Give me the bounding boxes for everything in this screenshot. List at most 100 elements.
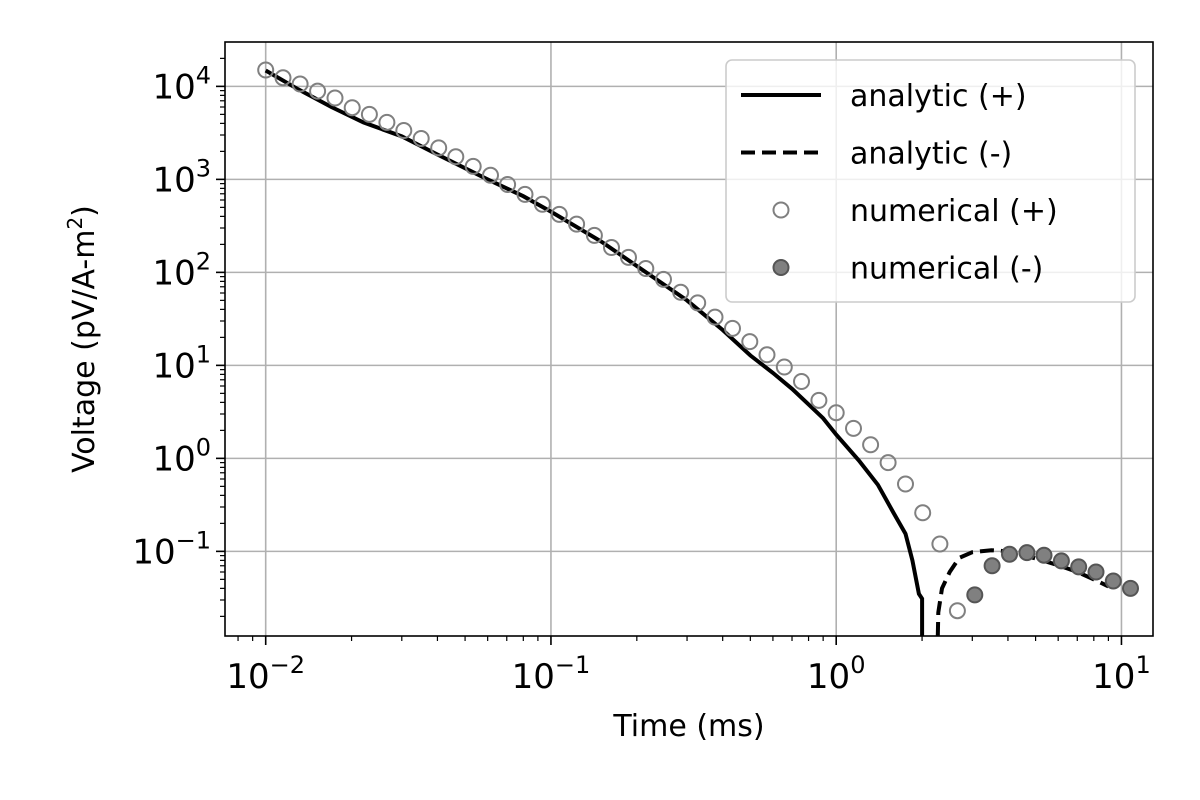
numerical-point	[1122, 579, 1139, 597]
numerical-point	[1087, 563, 1105, 581]
legend-analytic-label: analytic (-)	[850, 137, 1012, 172]
x-tick-label: 10−1	[512, 651, 591, 697]
numerical-point	[775, 358, 793, 376]
numerical-point	[464, 157, 482, 175]
numerical-point	[724, 319, 741, 337]
x-tick-exp: 1	[1135, 651, 1150, 679]
plot-frame	[224, 41, 1154, 637]
numerical-point	[914, 504, 932, 522]
legend-box	[725, 59, 1136, 303]
numerical-point	[983, 557, 1001, 575]
numerical-point	[309, 82, 327, 100]
numerical-point	[568, 215, 586, 233]
y-tick-base: 10	[132, 532, 175, 572]
y-tick-base: 10	[152, 253, 195, 293]
numerical-point	[758, 346, 776, 364]
data-series	[257, 61, 1139, 636]
numerical-point	[793, 373, 810, 390]
numerical-point	[931, 535, 949, 553]
x-tick-label: 10−2	[226, 651, 305, 697]
x-tick-base: 10	[226, 657, 269, 697]
y-tick-base: 10	[152, 439, 195, 479]
legend-numerical-label: numerical (+)	[850, 194, 1058, 229]
y-tick-label: 10−1	[132, 526, 211, 572]
numerical-point	[655, 270, 672, 288]
legend-numerical-swatch	[772, 201, 790, 219]
legend-numerical-label: numerical (-)	[850, 252, 1043, 287]
y-tick-label: 100	[152, 433, 211, 479]
numerical-point	[326, 89, 344, 107]
y-tick-base: 10	[152, 160, 195, 200]
numerical-point	[533, 195, 551, 213]
numerical-point	[447, 148, 465, 166]
numerical-point	[550, 205, 568, 223]
x-tick-base: 10	[512, 657, 555, 697]
numerical-point	[291, 75, 309, 93]
y-tick-label: 104	[152, 61, 211, 107]
analytic-line	[935, 548, 1110, 636]
numerical-point	[430, 139, 448, 157]
x-tick-exp: −2	[270, 651, 305, 679]
x-axis-label: Time (ms)	[612, 709, 764, 744]
numerical-point	[689, 294, 707, 312]
x-tick-exp: −1	[555, 651, 590, 679]
numerical-point	[1001, 545, 1018, 563]
y-tick-exp: 1	[196, 340, 211, 368]
series-group	[257, 61, 1139, 636]
x-tick-base: 10	[807, 657, 850, 697]
numerical-point	[672, 283, 690, 301]
numerical-point	[274, 69, 292, 87]
numerical-point	[1052, 552, 1070, 570]
y-axis-label: Voltage (pV/A-m2)	[63, 205, 102, 473]
legend-analytic-label: analytic (+)	[850, 79, 1027, 114]
numerical-point	[879, 454, 897, 472]
y-tick-label: 103	[152, 154, 211, 200]
numerical-point	[827, 404, 845, 422]
y-axis-label-text: Voltage (pV/A-m	[67, 230, 102, 473]
y-tick-label: 101	[152, 340, 211, 386]
numerical-point	[810, 391, 828, 409]
numerical-point	[395, 122, 413, 139]
y-tick-exp: 2	[196, 247, 211, 275]
legend: analytic (+) analytic (-) numerical (+) num…	[725, 59, 1136, 303]
x-axis-ticks: 10−2 10−1 100 101	[226, 636, 1151, 697]
y-axis-label-exp: 2	[63, 217, 87, 230]
x-tick-base: 10	[1092, 657, 1135, 697]
numerical-point	[516, 185, 534, 203]
numerical-point	[378, 113, 396, 131]
y-axis-label-close: )	[67, 205, 102, 217]
numerical-point	[897, 475, 914, 493]
numerical-point	[845, 419, 862, 437]
numerical-point	[1070, 558, 1088, 576]
legend-numerical-swatch	[772, 259, 790, 276]
numerical-point	[257, 61, 275, 79]
x-tick-label: 100	[807, 651, 866, 697]
numerical-point	[637, 260, 655, 277]
numerical-point	[603, 239, 620, 256]
y-tick-exp: 3	[196, 154, 211, 182]
numerical-point	[343, 99, 361, 117]
numerical-point	[862, 436, 880, 454]
numerical-point	[620, 248, 637, 266]
y-tick-exp: 4	[196, 61, 211, 89]
y-tick-base: 10	[152, 67, 195, 107]
numerical-point	[741, 333, 759, 351]
numerical-point	[1018, 544, 1036, 562]
numerical-point	[1035, 546, 1053, 564]
numerical-point	[499, 176, 517, 193]
x-tick-exp: 0	[850, 651, 865, 679]
y-tick-base: 10	[152, 346, 195, 386]
numerical-point	[482, 166, 499, 184]
x-tick-label: 101	[1092, 651, 1151, 697]
y-tick-exp: −1	[176, 526, 211, 554]
y-tick-exp: 0	[196, 433, 211, 461]
numerical-point	[966, 586, 984, 604]
numerical-point	[412, 130, 430, 147]
numerical-point	[360, 105, 378, 123]
numerical-point	[1104, 572, 1122, 590]
numerical-point	[706, 308, 724, 326]
y-tick-label: 102	[152, 247, 211, 293]
numerical-point	[948, 602, 966, 620]
